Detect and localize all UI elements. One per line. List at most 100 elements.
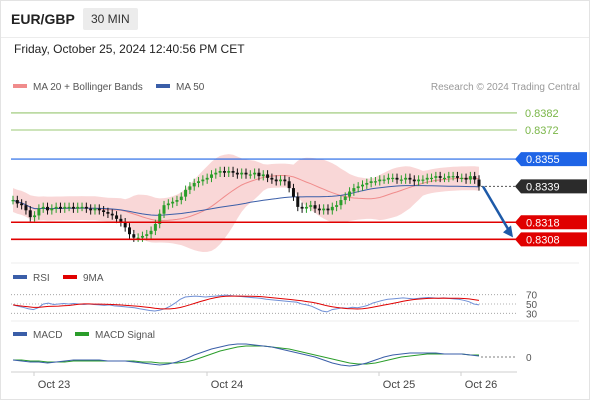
- candle-body: [322, 208, 326, 211]
- candle: [438, 171, 442, 183]
- candle-body: [84, 206, 88, 209]
- candle-body: [128, 227, 131, 235]
- candle: [335, 200, 339, 212]
- candle-body: [270, 177, 274, 180]
- macd-signal-legend-label: MACD Signal: [95, 330, 155, 341]
- candle: [460, 173, 464, 183]
- candle: [171, 197, 175, 208]
- candle-body: [438, 176, 442, 178]
- rsi-level-label: 50: [526, 300, 538, 311]
- candle: [378, 175, 382, 186]
- candle: [214, 168, 218, 179]
- candle-body: [15, 200, 19, 204]
- ma50-legend-label: MA 50: [176, 82, 205, 93]
- candle: [442, 173, 446, 183]
- candle: [205, 173, 209, 184]
- candle-body: [76, 206, 80, 209]
- candle-body: [300, 206, 304, 209]
- candle-body: [287, 181, 291, 189]
- x-axis: Oct 23 Oct 24 Oct 25 Oct 26: [33, 372, 497, 391]
- header-bar: EUR/GBP 30 MIN: [1, 1, 589, 38]
- candle: [37, 204, 41, 220]
- candle: [356, 182, 360, 193]
- macd-signal-legend-swatch: [75, 332, 89, 336]
- support-price-label: 0.8318: [526, 217, 560, 229]
- candle: [209, 170, 213, 183]
- candle: [162, 200, 166, 218]
- candle-body: [63, 206, 67, 209]
- resistance-label: 0.8372: [525, 125, 559, 137]
- candle: [63, 202, 67, 213]
- candle: [287, 177, 291, 193]
- candle: [266, 170, 270, 183]
- candle: [326, 204, 330, 215]
- candle: [253, 168, 257, 179]
- candle: [339, 195, 343, 210]
- candle: [123, 217, 127, 232]
- datetime-label: Friday, October 25, 2024 12:40:56 PM CET: [14, 42, 245, 56]
- candle: [106, 207, 110, 218]
- candle: [46, 202, 50, 215]
- candle-body: [54, 206, 58, 209]
- candle-body: [468, 176, 472, 180]
- timeframe-button[interactable]: 30 MIN: [83, 8, 138, 30]
- candle-body: [477, 179, 481, 187]
- rsi-level-label: 70: [526, 291, 538, 302]
- price-panel: 0.8382 0.8372 0.8355 0.8339 0.8318 0.8308: [11, 108, 587, 252]
- candle: [222, 166, 226, 177]
- candle-body: [50, 208, 54, 211]
- candle-body: [460, 177, 464, 180]
- candle-body: [451, 176, 455, 178]
- candle: [430, 173, 434, 183]
- candle: [322, 204, 326, 215]
- candle: [175, 195, 179, 207]
- candle: [201, 175, 205, 186]
- candle-body: [227, 171, 231, 173]
- macd-zero-label: 0: [526, 353, 532, 364]
- candle-body: [373, 181, 377, 183]
- candle: [179, 192, 183, 205]
- candle-body: [115, 215, 119, 219]
- candle-body: [304, 206, 308, 209]
- candle-body: [214, 172, 218, 175]
- candle-body: [28, 210, 32, 218]
- current-price-label: 0.8339: [526, 181, 560, 193]
- candle: [296, 192, 300, 212]
- candle: [361, 180, 364, 191]
- candle-body: [37, 208, 41, 216]
- candle: [240, 168, 244, 179]
- candle: [97, 204, 101, 215]
- credit-label: Research © 2024 Trading Central: [431, 82, 580, 93]
- support-price-label: 0.8308: [526, 234, 560, 246]
- candle-body: [348, 191, 352, 197]
- candle: [365, 178, 369, 189]
- candle-body: [97, 208, 101, 211]
- candle-body: [343, 196, 347, 201]
- candle-body: [464, 177, 468, 180]
- support-price-tag: [515, 215, 587, 230]
- candle: [20, 199, 24, 210]
- x-tick-label: Oct 26: [465, 379, 497, 391]
- candle: [248, 170, 252, 179]
- candle-body: [11, 200, 15, 202]
- candle: [391, 173, 395, 183]
- candle-body: [391, 177, 395, 180]
- candle: [373, 177, 377, 186]
- candle: [102, 206, 106, 217]
- candle: [50, 204, 54, 215]
- candle: [447, 171, 451, 183]
- candle: [343, 192, 347, 205]
- current-price-tag: [515, 179, 587, 194]
- candle: [28, 206, 32, 222]
- candle: [352, 183, 356, 196]
- candle: [80, 202, 84, 212]
- candle-body: [89, 208, 93, 211]
- support-price-tag: [515, 232, 587, 247]
- candle-body: [231, 171, 235, 173]
- candle: [15, 195, 19, 208]
- candle-body: [209, 174, 213, 178]
- candle-body: [58, 206, 62, 209]
- candle: [313, 200, 317, 213]
- candle-body: [175, 200, 179, 202]
